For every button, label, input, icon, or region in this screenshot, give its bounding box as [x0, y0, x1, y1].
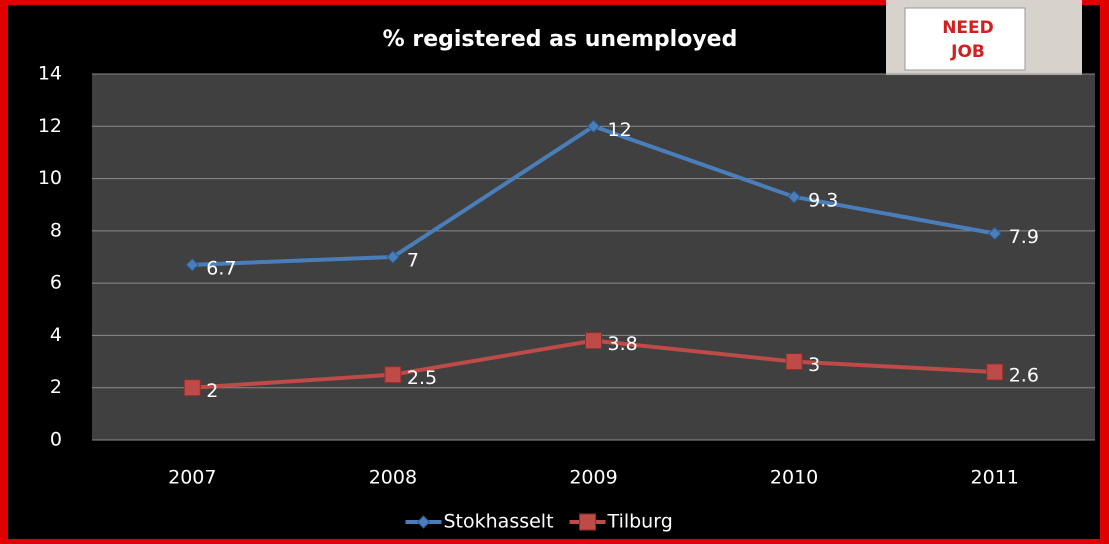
data-label: 3 [808, 354, 820, 376]
y-tick-label: 2 [50, 376, 62, 398]
marker [787, 190, 801, 204]
marker [986, 363, 1004, 381]
data-label: 9.3 [808, 189, 838, 211]
plot-area [92, 74, 1095, 440]
data-label: 2.6 [1009, 365, 1039, 387]
data-label: 12 [608, 119, 632, 141]
y-tick-label: 6 [50, 272, 62, 294]
sign-board [904, 7, 1026, 71]
series: 2 2.5 3.8 3 2.6 [183, 332, 1039, 402]
sign-text: JOB [950, 42, 985, 62]
marker [586, 119, 601, 133]
y-tick-label: 4 [50, 324, 62, 346]
marker [185, 258, 200, 272]
y-tick-label: 12 [38, 115, 62, 137]
y-tick-label: 14 [38, 63, 62, 85]
data-label: 2.5 [407, 367, 437, 389]
data-label: 7.9 [1009, 226, 1039, 248]
legend-label: Tilburg [607, 511, 673, 533]
x-tick-label: 2011 [971, 467, 1019, 489]
sign-image: NEED JOB [886, 0, 1082, 75]
data-label: 2 [206, 380, 218, 402]
marker [384, 366, 402, 384]
legend-label: Stokhasselt [444, 511, 554, 533]
x-tick-label: 2010 [770, 467, 818, 489]
marker [585, 332, 602, 350]
data-label: 6.7 [206, 257, 236, 279]
y-tick-label: 8 [50, 219, 62, 241]
marker [183, 379, 201, 397]
marker [987, 226, 1002, 241]
data-label: 7 [407, 250, 419, 272]
marker [386, 250, 400, 264]
data-label: 3.8 [608, 333, 638, 355]
x-tick-label: 2008 [369, 467, 417, 489]
series: 6.7 7 12 9.3 7.9 [185, 119, 1039, 279]
sign-text: NEED [942, 18, 994, 38]
x-tick-label: 2007 [168, 467, 216, 489]
marker [579, 513, 597, 531]
marker [416, 515, 431, 529]
y-tick-label: 10 [38, 167, 62, 189]
marker [785, 353, 803, 371]
x-tick-label: 2009 [569, 467, 617, 489]
y-tick-label: 0 [50, 429, 62, 451]
chart-title: % registered as unemployed [383, 27, 738, 52]
